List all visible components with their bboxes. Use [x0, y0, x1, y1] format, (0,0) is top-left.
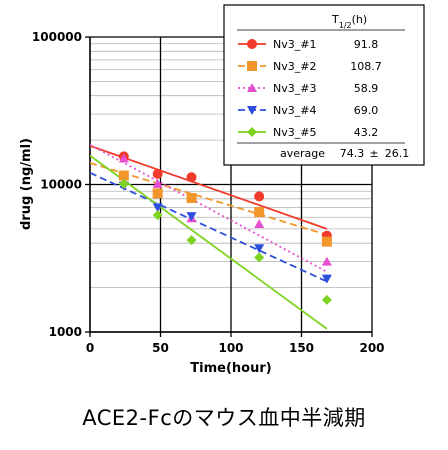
data-markers	[118, 151, 332, 305]
legend-series-name: Nv3_#2	[273, 60, 316, 73]
legend-header: T1/2(h)	[331, 13, 367, 30]
x-tick-label: 100	[218, 341, 243, 355]
data-point	[321, 236, 332, 247]
legend-average-pm: ±	[369, 147, 378, 160]
x-tick-label: 50	[152, 341, 169, 355]
data-point	[152, 168, 163, 179]
data-point	[247, 127, 257, 137]
data-point	[254, 207, 265, 218]
legend-half-life: 58.9	[354, 82, 379, 95]
legend-average-sd: 26.1	[385, 147, 410, 160]
fit-line	[90, 154, 328, 330]
legend: T1/2(h) Nv3_#1 91.8 Nv3_#2 108.7 Nv3_#3 58.9 Nv…	[223, 4, 425, 166]
legend-half-life: 108.7	[350, 60, 382, 73]
data-point	[186, 212, 197, 222]
data-point	[247, 83, 257, 92]
data-point	[118, 153, 129, 163]
fit-line	[90, 162, 328, 236]
legend-box	[223, 4, 425, 166]
y-tick-label: 1000	[49, 325, 82, 339]
data-point	[254, 252, 265, 263]
y-tick-label: 100000	[32, 30, 82, 44]
data-point	[321, 294, 332, 305]
data-point	[247, 61, 257, 71]
x-axis-title: Time(hour)	[190, 361, 271, 376]
data-point	[254, 244, 265, 254]
data-point	[247, 106, 257, 115]
data-point	[247, 39, 257, 49]
legend-series-name: Nv3_#3	[273, 82, 316, 95]
tick-labels: 0 50 100 150 200 1000 10000 100000	[32, 30, 385, 355]
data-point	[152, 178, 163, 188]
half-life-chart: 0 50 100 150 200 1000 10000 100000 Time(hour) d…	[19, 4, 425, 376]
legend-series-name: Nv3_#5	[273, 126, 316, 139]
legend-half-life: 43.2	[354, 126, 379, 139]
data-point	[152, 188, 163, 199]
x-tick-label: 200	[359, 341, 384, 355]
x-tick-label: 150	[289, 341, 314, 355]
fit-line	[90, 144, 328, 230]
legend-average-value: 74.3	[340, 147, 365, 160]
x-tick-label: 0	[86, 341, 94, 355]
data-point	[152, 210, 163, 221]
legend-series-name: Nv3_#4	[273, 104, 316, 117]
data-point	[186, 172, 197, 183]
y-tick-label: 10000	[40, 178, 82, 192]
data-point	[186, 192, 197, 203]
legend-half-life: 69.0	[354, 104, 379, 117]
data-point	[254, 191, 265, 202]
data-point	[118, 170, 129, 181]
data-point	[152, 203, 163, 213]
data-point	[321, 256, 332, 266]
fit-line	[90, 172, 328, 283]
fit-lines	[90, 143, 328, 330]
figure-caption: ACE2-Fcのマウス血中半減期	[82, 406, 366, 430]
legend-average-label: average	[280, 147, 325, 160]
y-axis-title: drug (ng/ml)	[19, 138, 34, 230]
data-point	[118, 178, 129, 189]
legend-half-life: 91.8	[354, 38, 379, 51]
data-point	[254, 218, 265, 228]
data-point	[321, 274, 332, 284]
data-point	[186, 235, 197, 246]
legend-series-name: Nv3_#1	[273, 38, 316, 51]
